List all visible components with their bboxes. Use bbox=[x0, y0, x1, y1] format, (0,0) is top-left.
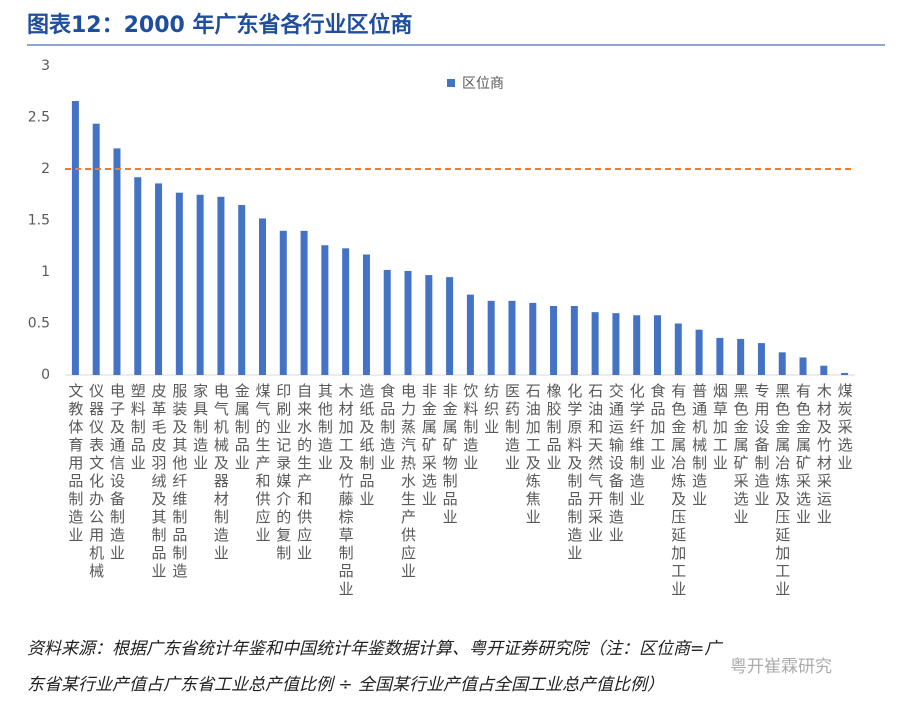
x-tick-label: 电气机械及器材制造业 bbox=[212, 383, 230, 563]
y-tick-label: 2 bbox=[41, 161, 50, 177]
bar bbox=[217, 196, 225, 375]
bar bbox=[612, 313, 620, 375]
bar bbox=[841, 372, 849, 375]
x-tick-label: 食品加工业 bbox=[649, 383, 667, 473]
x-tick-label: 石油和天然气开采业 bbox=[586, 383, 604, 545]
bar bbox=[71, 101, 79, 376]
x-tick-label: 石油加工及炼焦业 bbox=[524, 383, 542, 527]
bar bbox=[175, 192, 183, 375]
bar bbox=[155, 183, 163, 375]
x-tick-label: 服装及其他纤维制品制造 bbox=[170, 383, 188, 581]
bar bbox=[404, 270, 412, 375]
x-tick-label: 皮革毛皮羽绒及其制品业 bbox=[150, 383, 168, 581]
y-tick-label: 1.5 bbox=[28, 213, 50, 229]
bar bbox=[279, 230, 287, 375]
bar bbox=[383, 269, 391, 375]
bar bbox=[778, 352, 786, 375]
x-tick-label: 仪器仪表文化办公用机械 bbox=[87, 383, 105, 581]
x-tick-label: 造纸及纸制品业 bbox=[357, 383, 375, 509]
x-tick-label: 有色金属冶炼及压延加工业 bbox=[669, 383, 687, 599]
bar bbox=[92, 123, 100, 376]
x-tick-label: 非金属矿物制品业 bbox=[441, 383, 459, 527]
bar bbox=[737, 338, 745, 375]
bar bbox=[674, 323, 682, 375]
bar bbox=[716, 337, 724, 375]
x-tick-label: 家具制造业 bbox=[191, 383, 209, 473]
x-tick-label: 橡胶制品业 bbox=[545, 383, 563, 473]
bar bbox=[321, 245, 329, 375]
x-tick-label: 煤炭采选业 bbox=[836, 383, 854, 473]
footer: 资料来源：根据广东省统计年鉴和中国统计年鉴数据计算、粤开证券研究院（注：区位商=… bbox=[27, 639, 723, 659]
x-tick-label: 医药制造业 bbox=[503, 383, 521, 473]
bar bbox=[300, 230, 308, 375]
x-tick-label: 有色金属矿采选业 bbox=[794, 383, 812, 527]
x-tick-label: 烟草加工业 bbox=[711, 383, 729, 473]
x-tick-label: 化学纤维制造业 bbox=[628, 383, 646, 509]
x-tick-label: 塑料制品业 bbox=[129, 383, 147, 473]
bar bbox=[508, 300, 516, 375]
x-tick-label: 普通机械制造业 bbox=[690, 383, 708, 509]
bar bbox=[799, 357, 807, 375]
footer: 东省某行业产值占广东省工业总产值比例 ÷ 全国某行业产值占全国工业总产值比例） bbox=[27, 675, 664, 695]
y-tick-label: 1 bbox=[41, 264, 50, 280]
bar bbox=[196, 194, 204, 375]
bar bbox=[342, 248, 350, 375]
x-tick-label: 食品制造业 bbox=[378, 383, 396, 473]
x-tick-label: 木材及竹材采运业 bbox=[815, 383, 833, 527]
x-tick-label: 电力蒸汽热水生产供应业 bbox=[399, 383, 417, 581]
x-tick-label: 自来水的生产和供应业 bbox=[295, 383, 313, 563]
x-tick-label: 黑色金属冶炼及压延加工业 bbox=[773, 383, 791, 599]
chart-title: 图表12：2000 年广东省各行业区位商 bbox=[27, 12, 413, 38]
bar bbox=[362, 254, 370, 375]
bar bbox=[238, 205, 246, 375]
bar bbox=[425, 275, 433, 375]
x-tick-label: 其他制造业 bbox=[316, 383, 334, 473]
x-tick-label: 化学原料及制品制造业 bbox=[565, 383, 583, 563]
x-tick-label: 饮料制造业 bbox=[461, 383, 479, 473]
legend-label: 区位商 bbox=[462, 76, 504, 92]
bar bbox=[570, 305, 578, 375]
x-tick-label: 木材加工及竹藤棕草制品业 bbox=[337, 383, 355, 599]
bar bbox=[654, 315, 661, 375]
x-tick-label: 煤气的生产和供应业 bbox=[254, 383, 272, 545]
bar bbox=[550, 305, 558, 375]
bar bbox=[695, 329, 703, 375]
bar bbox=[134, 177, 142, 375]
bar bbox=[529, 302, 537, 375]
x-tick-label: 金属制品业 bbox=[233, 383, 251, 473]
x-tick-label: 交通运输设备制造业 bbox=[607, 382, 625, 545]
bar bbox=[446, 277, 454, 375]
bar bbox=[633, 315, 641, 375]
bar bbox=[259, 218, 266, 375]
bar bbox=[591, 312, 599, 375]
y-tick-label: 0 bbox=[41, 367, 50, 383]
x-tick-label: 电子及通信设备制造业 bbox=[108, 383, 126, 563]
bar bbox=[466, 294, 474, 375]
x-tick-label: 专用设备制造业 bbox=[752, 383, 770, 509]
watermark: 粤开崔霖研究 bbox=[730, 657, 832, 677]
legend-swatch bbox=[447, 79, 455, 87]
bar bbox=[487, 300, 495, 375]
x-tick-label: 文教体育用品制造业 bbox=[66, 383, 84, 545]
y-tick-label: 0.5 bbox=[28, 316, 50, 332]
y-tick-label: 3 bbox=[41, 58, 50, 74]
bar bbox=[757, 343, 765, 375]
y-tick-label: 2.5 bbox=[28, 110, 50, 126]
x-tick-label: 纺织业 bbox=[482, 383, 500, 437]
x-tick-label: 黑色金属矿采选业 bbox=[732, 383, 750, 527]
x-tick-label: 印刷业记录媒介的复制 bbox=[274, 383, 292, 563]
bar bbox=[113, 148, 121, 375]
x-tick-label: 非金属矿采选业 bbox=[420, 383, 438, 509]
bar bbox=[820, 365, 828, 375]
